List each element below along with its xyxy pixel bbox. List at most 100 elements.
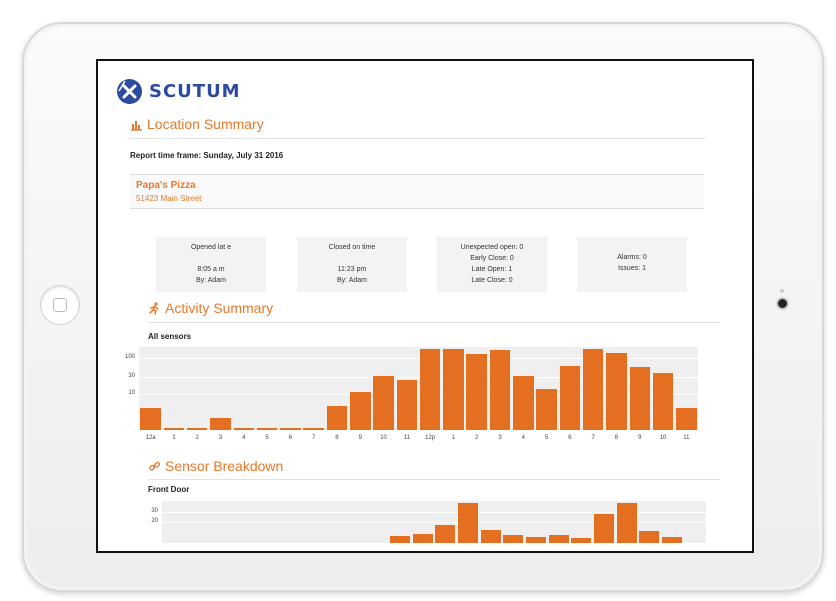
chart-bar[interactable] — [513, 375, 534, 430]
home-button[interactable] — [40, 285, 80, 325]
x-tick-label: 8 — [335, 435, 339, 441]
gridline — [162, 511, 706, 513]
gridline — [139, 357, 698, 359]
chart-bar[interactable] — [594, 513, 614, 543]
chart-bar[interactable] — [676, 408, 697, 430]
x-tick-label: 12a — [145, 435, 156, 441]
chart-bar[interactable] — [443, 348, 464, 430]
activity-summary-title-text: Activity Summary — [165, 300, 274, 316]
gridline — [139, 376, 698, 378]
chart-bar[interactable] — [412, 533, 433, 543]
chart-bar[interactable] — [480, 530, 501, 543]
y-tick-label: 20 — [151, 518, 158, 524]
chart-bar[interactable] — [350, 392, 371, 430]
card-line: Early Close: 0 — [470, 255, 514, 262]
x-tick-label: 12p — [425, 435, 436, 441]
report-timeframe: Report time frame: Sunday, July 31 2016 — [130, 151, 284, 160]
x-tick-label: 9 — [638, 435, 642, 441]
front-door-label: Front Door — [148, 485, 190, 494]
location-summary-title: Location Summary — [130, 116, 264, 132]
divider — [148, 322, 720, 323]
card-line: By: Adam — [337, 277, 367, 284]
chart-bar[interactable] — [210, 417, 231, 430]
chart-bar[interactable] — [140, 408, 161, 430]
sensor-breakdown-title-text: Sensor Breakdown — [165, 458, 284, 474]
x-tick-label: 11 — [403, 435, 410, 441]
chart-bar[interactable] — [466, 353, 487, 430]
chart-bar[interactable] — [326, 406, 348, 430]
x-tick-label: 9 — [358, 435, 362, 441]
x-tick-label: 3 — [498, 435, 502, 441]
closing-card: Closed on time 11:23 pm By: Adam — [297, 237, 407, 292]
opening-card: Opened lat e 8:05 a m By: Adam — [156, 237, 266, 292]
y-tick-label: 100 — [124, 353, 135, 360]
chart-bar[interactable] — [390, 535, 410, 543]
scutum-x-logo — [116, 78, 143, 105]
light-sensor — [780, 289, 784, 293]
x-tick-label: 4 — [242, 435, 246, 441]
y-tick-label: 30 — [128, 372, 135, 379]
x-tick-label: 2 — [195, 435, 199, 441]
brand-name: SCUTUM — [149, 80, 241, 102]
all-sensors-label: All sensors — [148, 332, 192, 341]
chart-bar[interactable] — [373, 376, 394, 430]
chart-bar[interactable] — [419, 348, 441, 430]
card-line: 11:23 pm — [337, 266, 367, 273]
chart-bar[interactable] — [606, 352, 627, 430]
location-address: 51423 Main Street — [136, 194, 202, 203]
chart-bar[interactable] — [571, 537, 592, 543]
card-line: Unexpected open: 0 — [460, 244, 524, 251]
activity-summary-title: Activity Summary — [148, 300, 273, 316]
chart-bar[interactable] — [559, 366, 581, 430]
chart-bar[interactable] — [629, 367, 650, 430]
location-box[interactable]: Papa's Pizza 51423 Main Street — [130, 174, 704, 209]
card-line: Closed on time — [328, 244, 376, 251]
gridline — [139, 393, 698, 395]
gridline — [162, 522, 706, 523]
location-name[interactable]: Papa's Pizza — [136, 180, 196, 191]
chart-bar[interactable] — [435, 525, 456, 543]
chart-bar[interactable] — [582, 348, 604, 430]
card-line: Late Close: 0 — [471, 277, 513, 284]
exceptions-card: Unexpected open: 0 Early Close: 0 Late O… — [437, 237, 547, 292]
tablet-screen: SCUTUM Location Summary Report time fram… — [96, 59, 754, 553]
chart-bar[interactable] — [616, 503, 637, 543]
card-line: By: Adam — [196, 277, 226, 284]
x-tick-label: 3 — [218, 435, 223, 441]
card-line: Late Open: 1 — [471, 266, 513, 273]
chart-bar[interactable] — [662, 536, 682, 543]
x-tick-label: 11 — [683, 435, 690, 441]
chart-bar[interactable] — [256, 427, 278, 430]
x-tick-label: 8 — [614, 435, 619, 441]
chart-bar[interactable] — [503, 534, 524, 543]
x-tick-label: 2 — [475, 435, 479, 441]
card-line: Issues: 1 — [617, 265, 646, 272]
front-camera — [778, 299, 787, 308]
alarms-card: Alarms: 0 Issues: 1 — [577, 237, 687, 292]
chart-bar[interactable] — [280, 427, 301, 430]
chart-bar[interactable] — [458, 503, 478, 543]
divider — [148, 479, 720, 480]
x-tick-label: 1 — [451, 435, 456, 441]
chart-bar[interactable] — [548, 534, 569, 543]
chart-bar[interactable] — [186, 427, 208, 430]
x-tick-label: 6 — [288, 435, 293, 441]
chart-bar[interactable] — [489, 349, 511, 430]
y-tick-label: 30 — [151, 507, 158, 514]
x-tick-label: 7 — [312, 435, 316, 441]
chart-bar[interactable] — [526, 536, 546, 543]
brand-header: SCUTUM — [116, 76, 241, 106]
card-line: Opened lat e — [190, 244, 232, 251]
chart-bar[interactable] — [536, 388, 557, 430]
bar-chart-icon — [130, 118, 143, 131]
chart-bar[interactable] — [163, 427, 185, 430]
x-tick-label: 1 — [172, 435, 176, 441]
chart-bar[interactable] — [652, 373, 674, 430]
card-line: 8:05 a m — [197, 266, 225, 273]
chart-plot-area — [139, 347, 698, 430]
sensor-breakdown-title: Sensor Breakdown — [148, 458, 283, 474]
chart-bar[interactable] — [639, 531, 660, 543]
chart-bar[interactable] — [233, 427, 255, 430]
chart-bar[interactable] — [303, 427, 324, 430]
chart-bar[interactable] — [396, 380, 418, 430]
